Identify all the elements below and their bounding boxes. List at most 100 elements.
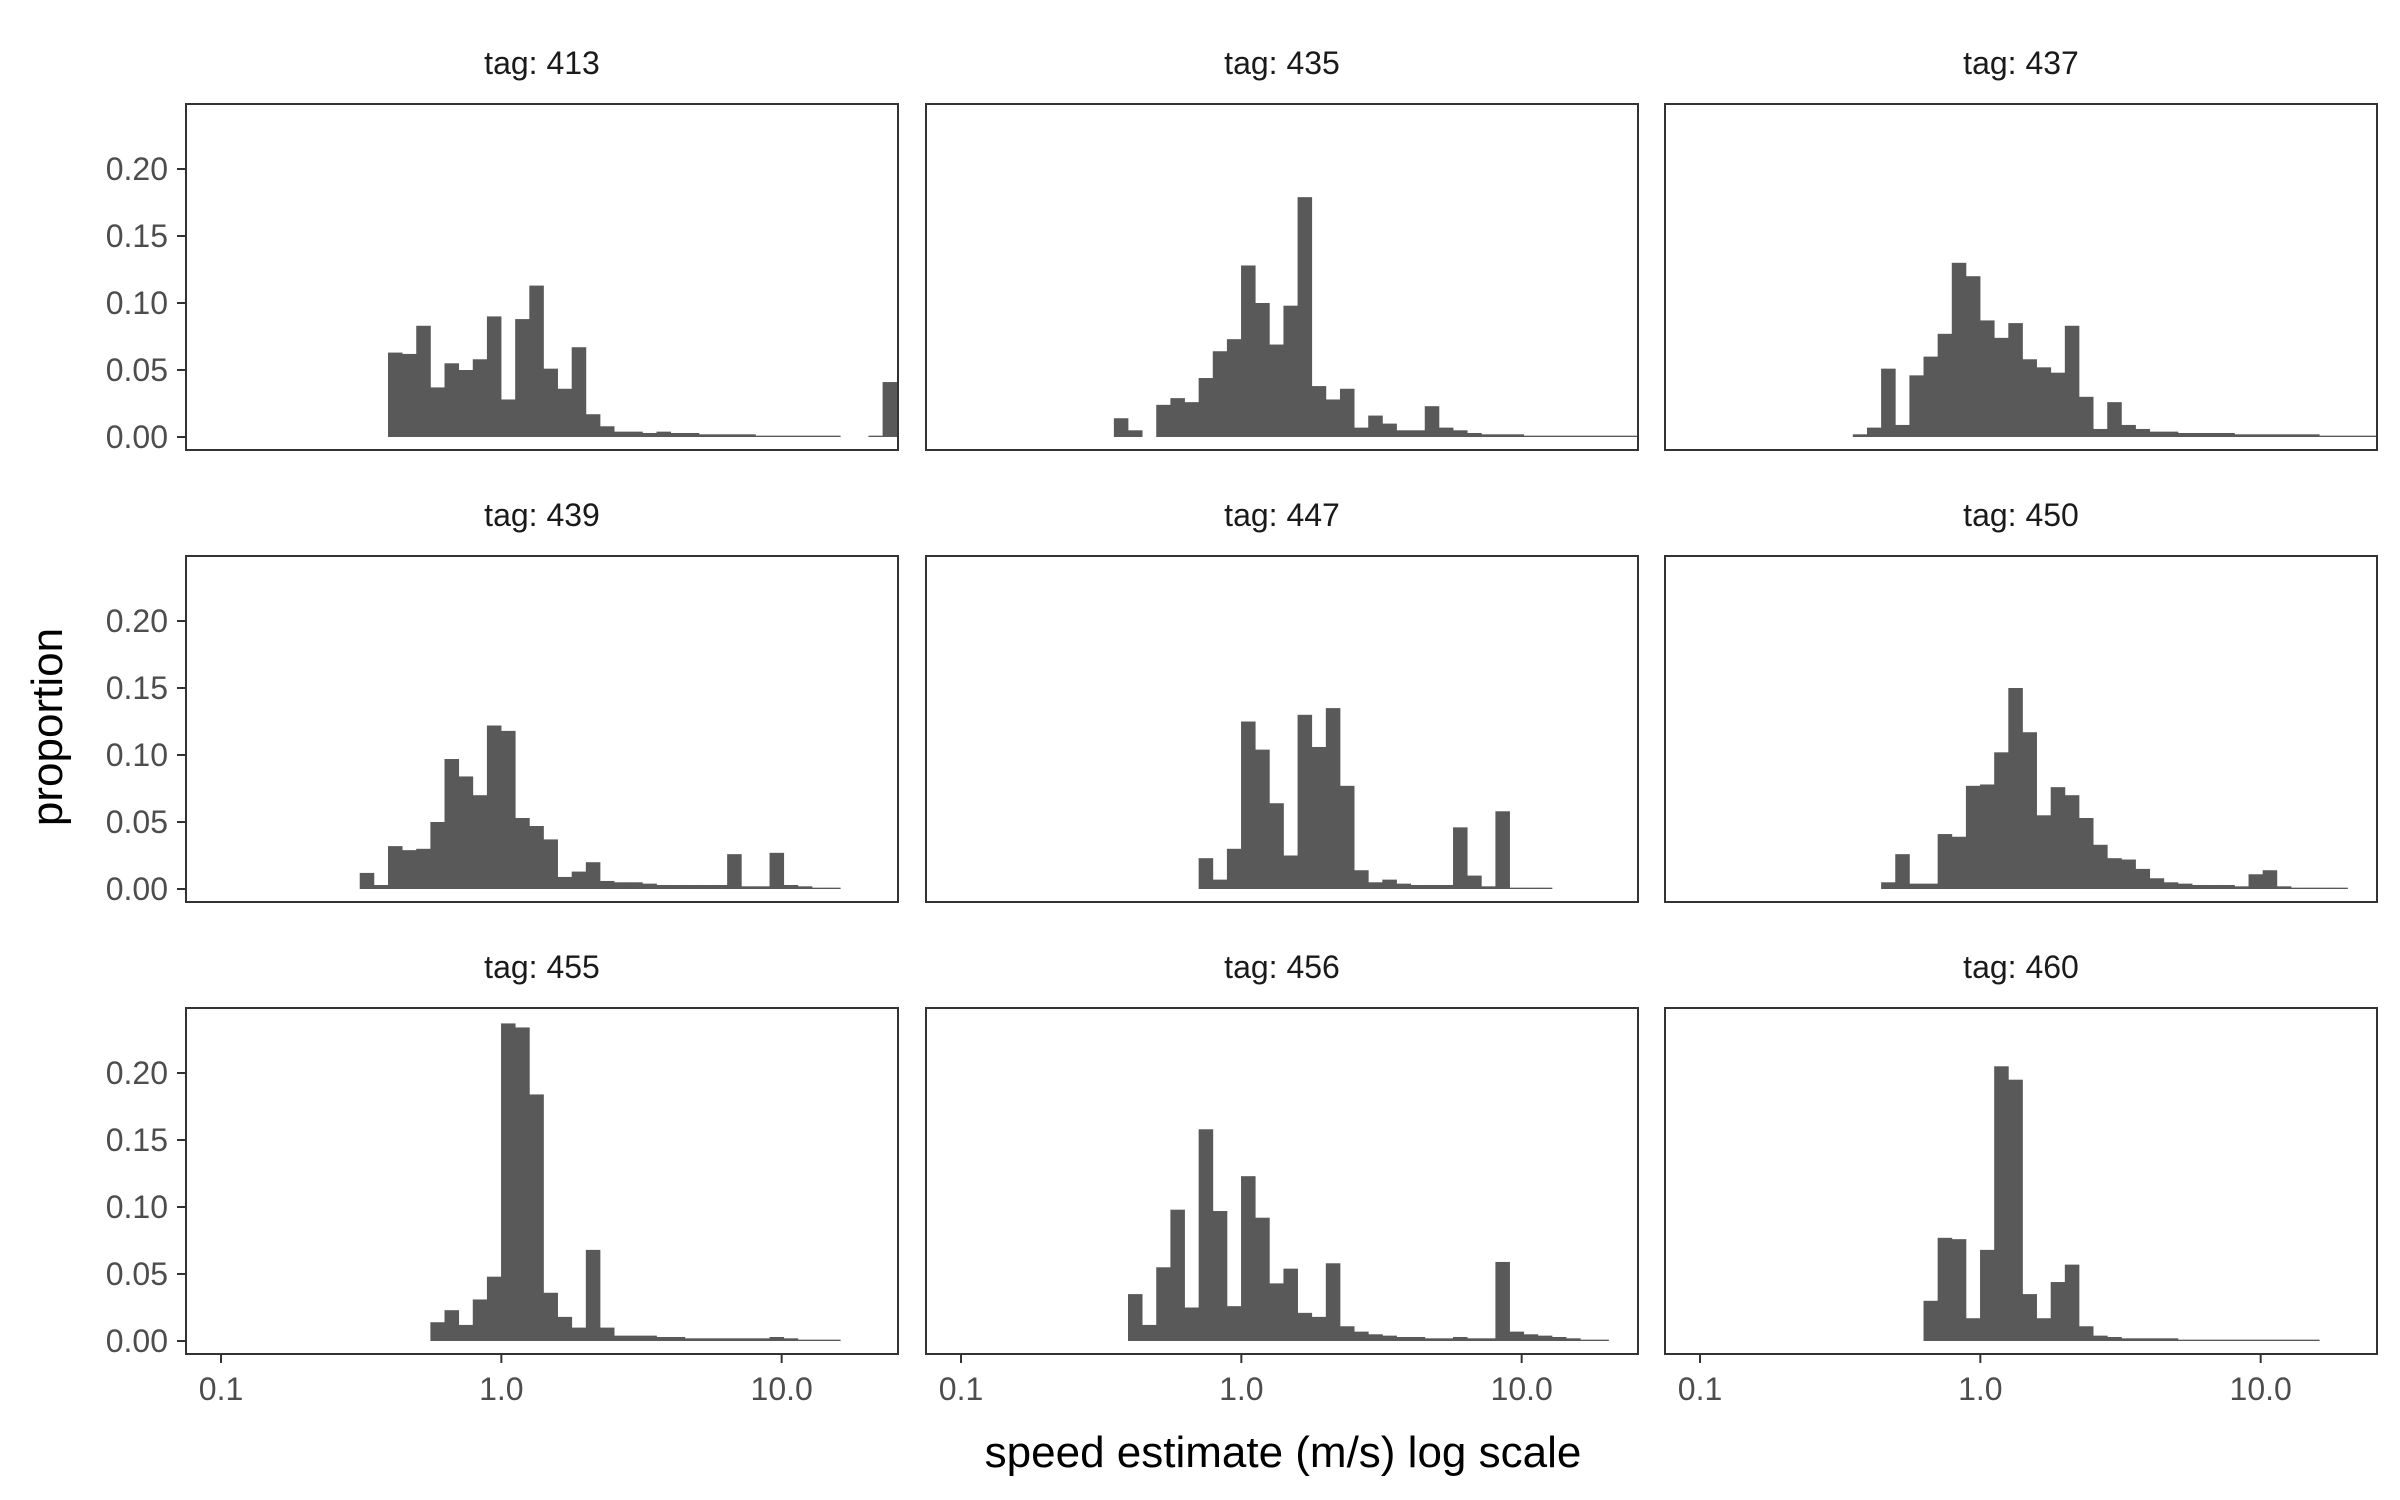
- histogram-bar: [1923, 883, 1939, 889]
- histogram-bar: [1198, 378, 1214, 437]
- histogram-bar: [2290, 887, 2306, 889]
- histogram-bar: [2163, 882, 2179, 889]
- histogram-bar: [486, 1276, 502, 1341]
- histogram-bar: [755, 886, 770, 889]
- facet-panel: tag: 455 0.00 0.05 0.10 0.15 0.20 0.1 1.0 10.0: [106, 949, 899, 1407]
- histogram-bar: [1325, 708, 1341, 889]
- histogram-bar: [1226, 1306, 1242, 1341]
- histogram-bar: [1937, 834, 1953, 889]
- histogram-bar: [1368, 1334, 1383, 1341]
- panel-border: [925, 555, 1639, 903]
- histogram-bar: [515, 1027, 530, 1341]
- histogram-bar: [614, 1335, 629, 1341]
- histogram-bar: [1866, 427, 1882, 437]
- histogram-bar: [1467, 1338, 1482, 1341]
- histogram-bar: [1339, 785, 1355, 889]
- histogram-bar: [1368, 882, 1383, 889]
- histogram-bar: [1255, 1217, 1270, 1341]
- histogram-bar: [811, 887, 827, 889]
- histogram-bar: [416, 325, 431, 437]
- histogram-bar: [501, 730, 516, 889]
- histogram-bar: [1965, 785, 1981, 889]
- histogram-bar: [557, 876, 573, 889]
- histogram-bar: [811, 1339, 827, 1341]
- histogram-bar: [2206, 884, 2221, 889]
- histogram-bar: [1537, 887, 1553, 889]
- histogram-bar: [1622, 435, 1638, 437]
- histogram-bar: [1410, 884, 1426, 889]
- histogram-bar: [1368, 415, 1383, 437]
- facet-strip-label: tag: 439: [484, 497, 600, 533]
- histogram-bar: [1354, 427, 1369, 437]
- histogram-bar: [2262, 1339, 2278, 1341]
- histogram-bar: [1156, 404, 1171, 437]
- histogram-bar: [1551, 435, 1567, 437]
- histogram-bar: [1198, 1129, 1214, 1341]
- panel-border: [185, 555, 899, 903]
- panel-border: [185, 103, 899, 451]
- histogram-bar: [515, 817, 530, 889]
- histogram-bar: [1438, 427, 1454, 437]
- histogram-bar: [2305, 1339, 2320, 1341]
- x-tick-label: 10.0: [2230, 1371, 2292, 1407]
- histogram-bar: [2234, 434, 2249, 437]
- histogram-bar: [1325, 1263, 1341, 1341]
- histogram-bar: [1994, 337, 2009, 437]
- y-tick-label: 0.10: [106, 285, 168, 321]
- facet-strip-label: tag: 447: [1224, 497, 1340, 533]
- histogram-bar: [599, 1327, 615, 1341]
- histogram-bar: [430, 1322, 445, 1341]
- histogram-bar: [1980, 1249, 1995, 1341]
- y-tick-label: 0.05: [106, 1256, 168, 1292]
- histogram-bar: [1156, 1267, 1171, 1341]
- histogram-bars: [1198, 708, 1553, 889]
- histogram-bar: [444, 759, 460, 889]
- facet-panel: tag: 456 0.1 1.0 10.0: [925, 949, 1639, 1407]
- histogram-bar: [2093, 428, 2108, 437]
- histogram-bar: [1382, 879, 1397, 889]
- facet-panel: tag: 437: [1664, 45, 2378, 451]
- histogram-bar: [2290, 434, 2306, 437]
- histogram-bar: [1994, 1066, 2009, 1341]
- panel-border: [1664, 1007, 2378, 1355]
- histogram-bar: [1994, 752, 2009, 889]
- histogram-bar: [1396, 883, 1412, 889]
- histogram-bar: [1453, 827, 1468, 889]
- histogram-bar: [2050, 372, 2066, 437]
- histogram-bar: [1881, 882, 1896, 889]
- histogram-bar: [1184, 1307, 1200, 1341]
- histogram-bar: [1523, 1334, 1539, 1341]
- histogram-bar: [2177, 1339, 2193, 1341]
- histogram-bar: [472, 795, 488, 889]
- histogram-bar: [1509, 1331, 1525, 1341]
- histogram-bar: [1495, 434, 1510, 437]
- panel-border: [1664, 103, 2378, 451]
- histogram-bar: [642, 1335, 657, 1341]
- histogram-bar: [2121, 424, 2136, 437]
- histogram-bar: [1297, 1312, 1313, 1341]
- histogram-bar: [1438, 884, 1454, 889]
- histogram-bar: [2192, 1339, 2207, 1341]
- histogram-bar: [585, 862, 601, 889]
- histogram-bar: [727, 854, 742, 889]
- histogram-bar: [1481, 434, 1496, 437]
- histogram-bar: [1354, 870, 1369, 889]
- histogram-bar: [1269, 344, 1284, 437]
- histogram-bar: [1881, 368, 1896, 437]
- histogram-bar: [2050, 1282, 2066, 1341]
- histogram-bar: [1241, 265, 1256, 437]
- y-tick-label: 0.05: [106, 352, 168, 388]
- histogram-bar: [1339, 388, 1355, 437]
- histogram-bar: [2149, 878, 2165, 889]
- histogram-bar: [2333, 435, 2348, 437]
- histogram-bar: [501, 1023, 516, 1341]
- histogram-bar: [2234, 1339, 2249, 1341]
- histogram-bar: [2078, 817, 2094, 889]
- histogram-bar: [1198, 858, 1214, 889]
- histogram-bar: [1453, 1336, 1468, 1341]
- histogram-bar: [515, 319, 530, 437]
- y-tick-label: 0.20: [106, 151, 168, 187]
- y-tick-label: 0.00: [106, 419, 168, 455]
- histogram-bar: [2361, 435, 2377, 437]
